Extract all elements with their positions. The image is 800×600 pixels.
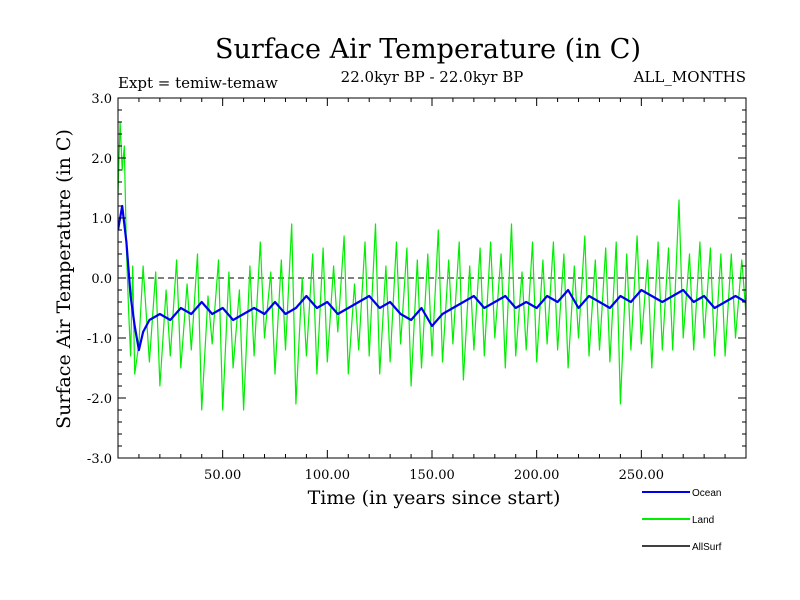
plot-area: 50.00 100.00 150.00 200.00 250.00 -3.0 -2.0 -1.… <box>87 92 747 483</box>
series-line-land <box>118 121 746 411</box>
chart-right-label: ALL_MONTHS <box>633 68 746 86</box>
x-tick-label: 50.00 <box>204 468 241 483</box>
chart-subtitle: 22.0kyr BP - 22.0kyr BP <box>341 68 524 86</box>
legend-land-label: Land <box>692 515 714 526</box>
y-tick-label: -2.0 <box>87 392 112 407</box>
x-tick-label: 150.00 <box>409 468 455 483</box>
y-tick-label: 0.0 <box>91 272 112 287</box>
legend-allsurf-label: AllSurf <box>692 542 722 553</box>
x-tick-label: 200.00 <box>514 468 560 483</box>
legend-ocean-label: Ocean <box>692 488 721 499</box>
y-axis-label: Surface Air Temperature (in C) <box>53 129 75 429</box>
chart-left-label: Expt = temiw-temaw <box>118 74 278 92</box>
x-tick-label: 250.00 <box>619 468 665 483</box>
y-tick-label: -1.0 <box>87 332 112 347</box>
legend: Ocean Land AllSurf <box>642 488 722 553</box>
y-tick-label: 2.0 <box>91 152 112 167</box>
x-axis-label: Time (in years since start) <box>308 487 561 509</box>
y-tick-label: 1.0 <box>91 212 112 227</box>
x-tick-label: 100.00 <box>305 468 351 483</box>
series-line-ocean <box>118 204 746 352</box>
y-tick-label: 3.0 <box>91 92 112 107</box>
chart-title: Surface Air Temperature (in C) <box>215 34 641 65</box>
y-tick-label: -3.0 <box>87 452 112 467</box>
